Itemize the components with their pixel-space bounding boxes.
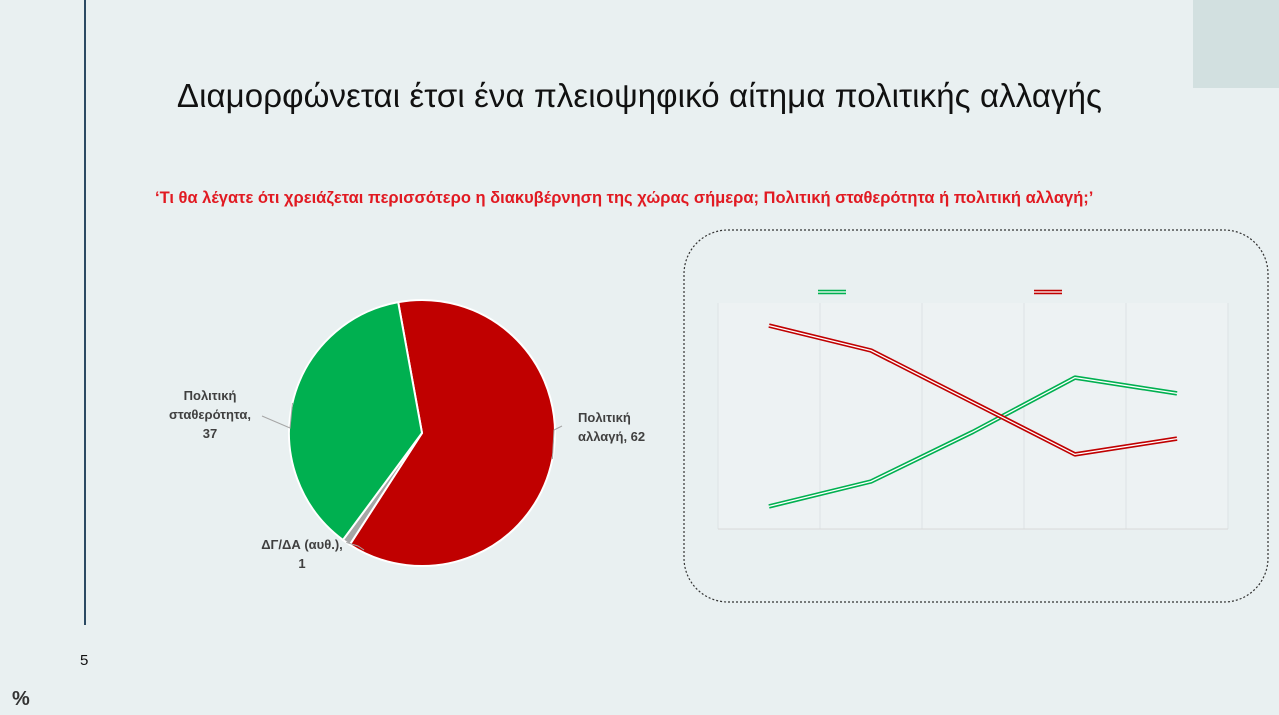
pie-slice-label: Πολιτική αλλαγή, 62 <box>578 410 645 444</box>
series-line-inner <box>768 376 1178 508</box>
corner-decoration <box>1193 0 1279 88</box>
pie-leader-line <box>346 541 365 551</box>
survey-question: ‘Τι θα λέγατε ότι χρειάζεται περισσότερο… <box>155 189 1094 207</box>
slide-title: Διαμορφώνεται έτσι ένα πλειοψηφικό αίτημ… <box>176 77 1103 114</box>
pie-slice <box>348 299 556 568</box>
series-line-inner <box>768 324 1178 456</box>
pie-slice-label-line: 37 <box>203 426 217 441</box>
pie-leader-line <box>551 425 563 460</box>
pie-slice-label: Πολιτική σταθερότητα, 37 <box>169 388 251 441</box>
pie-slice-label-line: 1 <box>298 556 305 571</box>
line-chart-frame <box>683 229 1269 603</box>
pie-slice-label: ΔΓ/ΔΑ (αυθ.), 1 <box>261 537 343 571</box>
pie-leader-line <box>261 402 293 429</box>
page-number: 5 <box>80 652 89 669</box>
pie-slice-label-line: σταθερότητα, <box>169 407 251 422</box>
pie-slice-label-line: αλλαγή, 62 <box>578 429 645 444</box>
plot-area <box>718 303 1228 529</box>
pie-chart: Πολιτική αλλαγή, 62 ΔΓ/ΔΑ (αυθ.), 1 Πολιτική… <box>169 299 645 571</box>
pie-slice-label-line: Πολιτική <box>578 410 631 425</box>
pie-slice-label-line: Πολιτική <box>184 388 237 403</box>
percent-sign: % <box>12 688 30 710</box>
pie-slice-label-line: ΔΓ/ΔΑ (αυθ.), <box>261 537 343 552</box>
pie-slice <box>288 300 424 542</box>
left-accent-line <box>84 0 86 625</box>
line-chart <box>683 229 1269 603</box>
